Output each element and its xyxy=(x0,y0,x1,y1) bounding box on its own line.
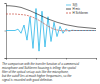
tick-mark xyxy=(5,31,7,32)
series-group xyxy=(6,6,96,51)
tick-mark xyxy=(5,58,7,59)
tick xyxy=(36,58,37,60)
tick-mark xyxy=(36,58,37,60)
x-axis-line xyxy=(7,59,97,60)
y-axis-line xyxy=(5,4,7,59)
legend-label: H Schlieren xyxy=(73,11,89,15)
tick-mark xyxy=(66,58,67,60)
tick xyxy=(5,58,7,59)
y-axis xyxy=(5,4,7,59)
tick-mark xyxy=(96,58,97,60)
caption-line: signal is recorded with good definition. xyxy=(2,78,53,82)
x-axis xyxy=(7,58,97,60)
legend: S(f)H micH Schlieren xyxy=(66,3,88,15)
plot: S(f)H micH Schlieren xyxy=(5,3,97,60)
tick xyxy=(96,58,97,60)
caption: The comparison with the transfer functio… xyxy=(2,62,79,82)
series-line xyxy=(6,14,96,31)
tick xyxy=(5,3,7,4)
chart: S(f)H micH Schlieren The comparison with … xyxy=(0,0,100,84)
legend-swatch xyxy=(66,5,71,6)
legend-swatch xyxy=(66,13,71,14)
series-line xyxy=(6,6,96,29)
tick xyxy=(5,31,7,32)
tick xyxy=(66,58,67,60)
series-line xyxy=(6,9,96,52)
tick-mark xyxy=(5,3,7,4)
legend-swatch xyxy=(66,9,71,10)
